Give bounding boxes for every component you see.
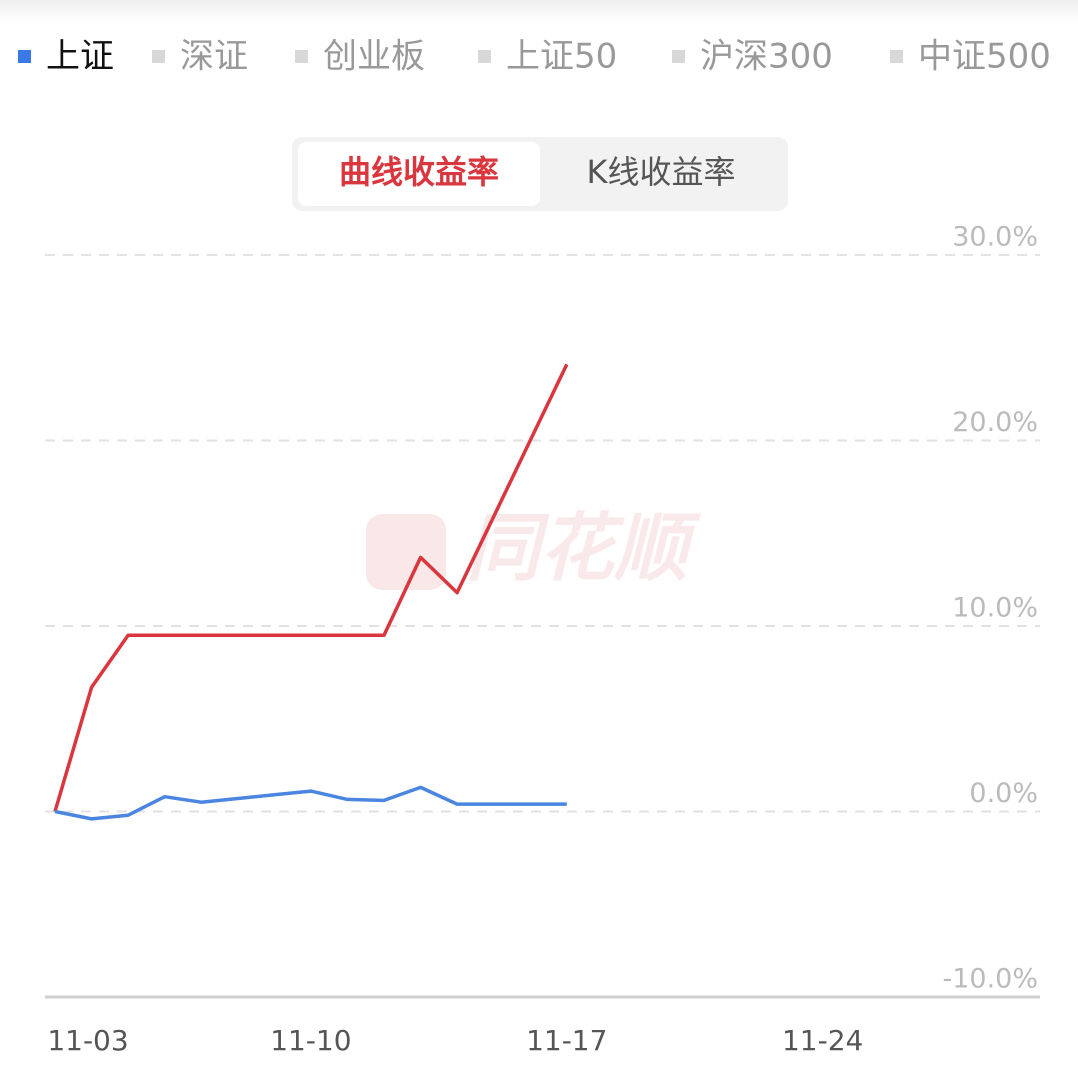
watermark: 同花顺 <box>466 506 701 592</box>
tab-marker <box>672 50 685 63</box>
mode-selected <box>298 142 540 206</box>
x-tick-label: 11-10 <box>270 1024 351 1057</box>
mode-tab[interactable]: K线收益率 <box>587 153 736 191</box>
tab-marker <box>295 50 308 63</box>
index-tab[interactable]: 沪深300 <box>700 37 833 77</box>
y-tick-label: 10.0% <box>952 593 1038 624</box>
index-tab[interactable]: 上证 <box>46 37 114 77</box>
series-line <box>54 785 567 821</box>
y-tick-label: 20.0% <box>952 407 1038 438</box>
index-tab[interactable]: 深证 <box>180 37 248 77</box>
series-line <box>53 363 569 812</box>
tab-marker <box>18 50 31 63</box>
mode-tab[interactable]: 曲线收益率 <box>339 153 499 191</box>
y-tick-label: -10.0% <box>942 964 1038 995</box>
y-tick-label: 30.0% <box>952 222 1038 253</box>
tab-marker <box>152 50 165 63</box>
y-tick-label: 0.0% <box>969 778 1038 809</box>
tab-marker <box>478 50 491 63</box>
x-tick-label: 11-03 <box>47 1024 128 1057</box>
watermark-logo <box>366 514 446 590</box>
tab-marker <box>890 50 903 63</box>
top-shadow <box>0 0 1078 22</box>
x-tick-label: 11-24 <box>782 1024 863 1057</box>
index-tab[interactable]: 中证500 <box>918 37 1051 77</box>
x-tick-label: 11-17 <box>526 1024 607 1057</box>
index-tab[interactable]: 上证50 <box>506 37 617 77</box>
index-tab[interactable]: 创业板 <box>323 37 425 77</box>
